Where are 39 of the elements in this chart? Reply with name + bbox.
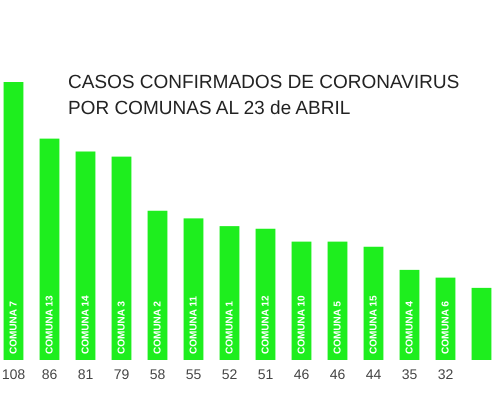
- bar: [292, 242, 312, 360]
- bar: [328, 242, 348, 360]
- data-label: 58: [150, 366, 166, 382]
- data-label: 79: [114, 366, 130, 382]
- data-label: 35: [402, 366, 418, 382]
- bar: [472, 288, 492, 360]
- bar: [4, 82, 24, 360]
- data-label: 46: [294, 366, 310, 382]
- x-tick-label: COMUNA 5: [332, 300, 344, 354]
- x-tick-label: COMUNA 10: [296, 295, 308, 354]
- bar: [256, 228, 276, 360]
- x-tick-label: COMUNA 3: [116, 300, 128, 354]
- bar: [220, 226, 240, 360]
- x-tick-label: COMUNA 14: [80, 295, 92, 354]
- bar: [148, 210, 168, 360]
- x-tick-label: COMUNA 6: [440, 300, 452, 354]
- bar: [112, 156, 132, 360]
- data-label: 51: [258, 366, 274, 382]
- data-label: 81: [78, 366, 94, 382]
- x-tick-label: COMUNA 2: [152, 300, 164, 354]
- x-tick-label: COMUNA 15: [368, 295, 380, 354]
- x-tick-label: COMUNA 11: [188, 296, 200, 354]
- data-label: 86: [42, 366, 58, 382]
- x-tick-label: COMUNA 1: [224, 300, 236, 354]
- data-label: 32: [438, 366, 454, 382]
- bar: [76, 152, 96, 360]
- x-tick-label: COMUNA 12: [260, 295, 272, 354]
- chart-title: CASOS CONFIRMADOS DE CORONAVIRUS POR COMUNAS AL 23 de ABRIL: [68, 72, 460, 119]
- bar: [40, 138, 60, 360]
- data-label: 52: [222, 366, 238, 382]
- bar: [184, 218, 204, 360]
- data-label: 46: [330, 366, 346, 382]
- bar: [364, 246, 384, 360]
- x-tick-label: COMUNA 13: [44, 295, 56, 354]
- x-tick-label: COMUNA 7: [8, 300, 20, 354]
- data-label: 44: [366, 366, 382, 382]
- data-label: 55: [186, 366, 202, 382]
- x-tick-label: COMUNA 4: [404, 300, 416, 354]
- data-label: 108: [2, 366, 26, 382]
